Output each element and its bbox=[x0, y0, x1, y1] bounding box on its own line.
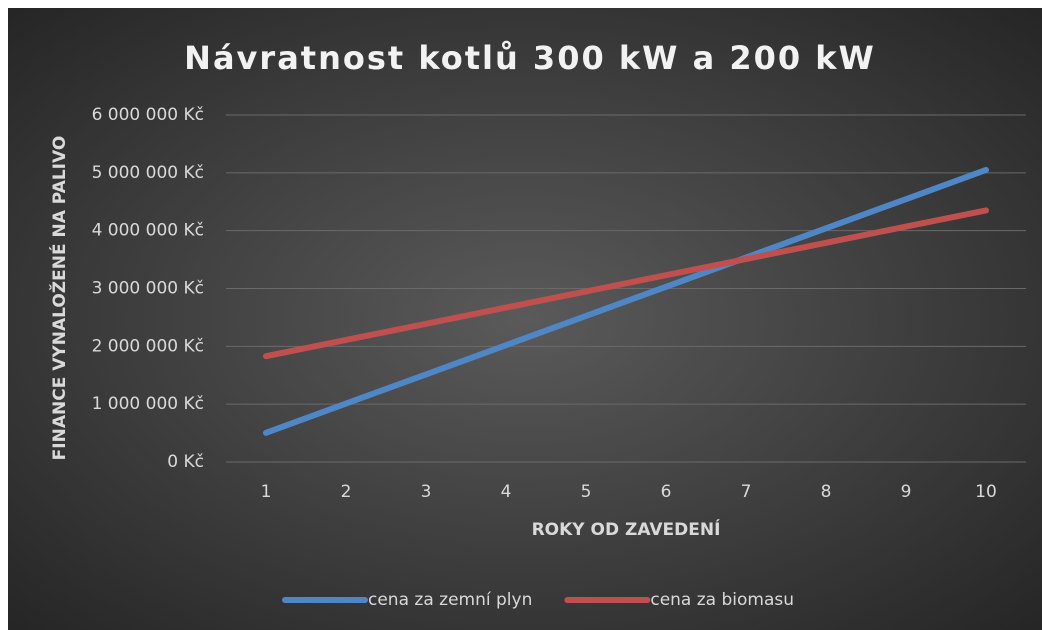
y-tick-label: 1 000 000 Kč bbox=[92, 394, 204, 414]
x-tick-label: 3 bbox=[421, 482, 432, 502]
chart-background bbox=[8, 8, 1042, 630]
x-tick-label: 9 bbox=[901, 482, 912, 502]
x-tick-label: 8 bbox=[821, 482, 832, 502]
chart-title: Návratnost kotlů 300 kW a 200 kW bbox=[184, 39, 876, 77]
x-tick-label: 5 bbox=[581, 482, 592, 502]
y-tick-label: 5 000 000 Kč bbox=[92, 163, 204, 183]
y-tick-label: 3 000 000 Kč bbox=[92, 279, 204, 299]
y-tick-label: 4 000 000 Kč bbox=[92, 221, 204, 241]
y-tick-label: 2 000 000 Kč bbox=[92, 336, 204, 356]
series-line bbox=[263, 207, 989, 360]
x-tick-label: 2 bbox=[341, 482, 352, 502]
x-tick-label: 4 bbox=[501, 482, 512, 502]
legend-label: cena za biomasu bbox=[650, 590, 794, 610]
x-tick-label: 1 bbox=[261, 482, 272, 502]
x-tick-label: 6 bbox=[661, 482, 672, 502]
x-axis-title: ROKY OD ZAVEDENÍ bbox=[532, 518, 721, 540]
y-tick-label: 6 000 000 Kč bbox=[92, 105, 204, 125]
x-tick-label: 7 bbox=[741, 482, 752, 502]
x-tick-label: 10 bbox=[975, 482, 997, 502]
series-line bbox=[263, 166, 989, 436]
legend-label: cena za zemní plyn bbox=[368, 590, 532, 610]
y-tick-label: 0 Kč bbox=[167, 452, 204, 472]
y-axis-title: FINANCE VYNALOŽENÉ NA PALIVO bbox=[48, 136, 70, 461]
